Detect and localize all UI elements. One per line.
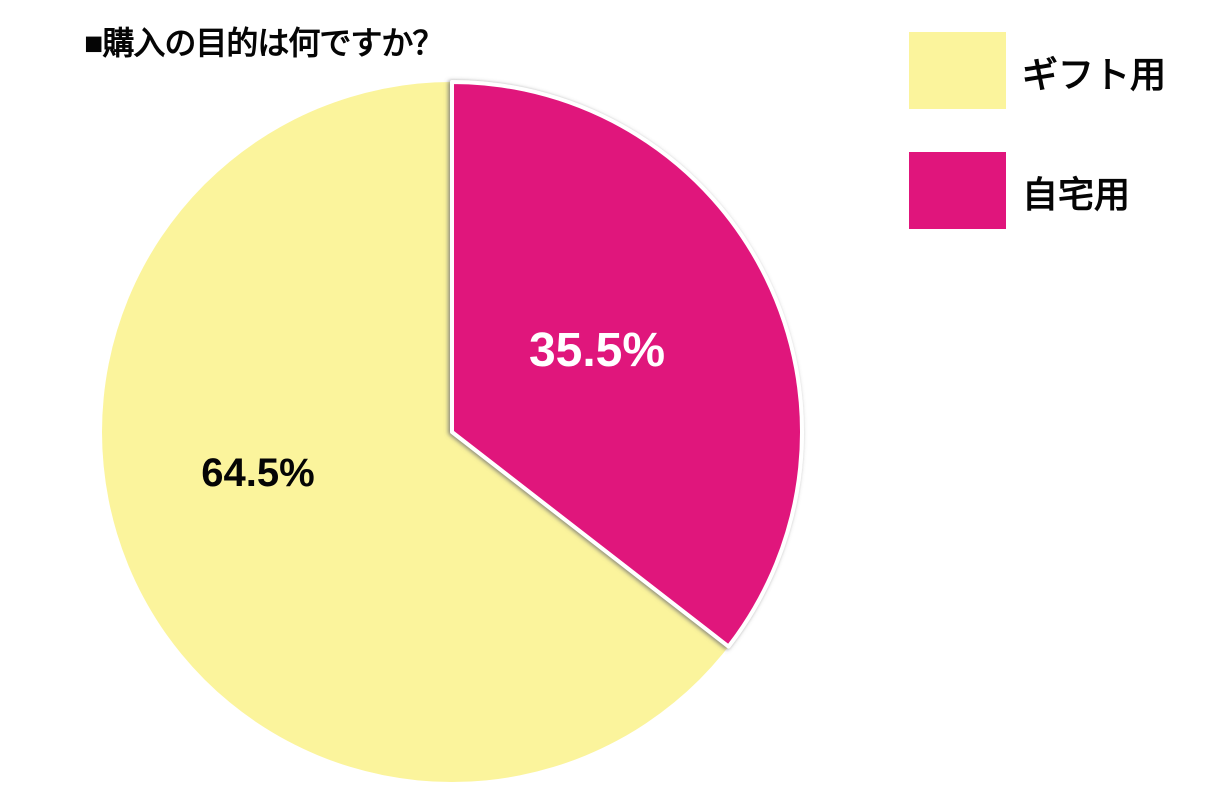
svg-text:64.5%: 64.5% bbox=[201, 451, 314, 495]
svg-text:35.5%: 35.5% bbox=[529, 324, 665, 377]
